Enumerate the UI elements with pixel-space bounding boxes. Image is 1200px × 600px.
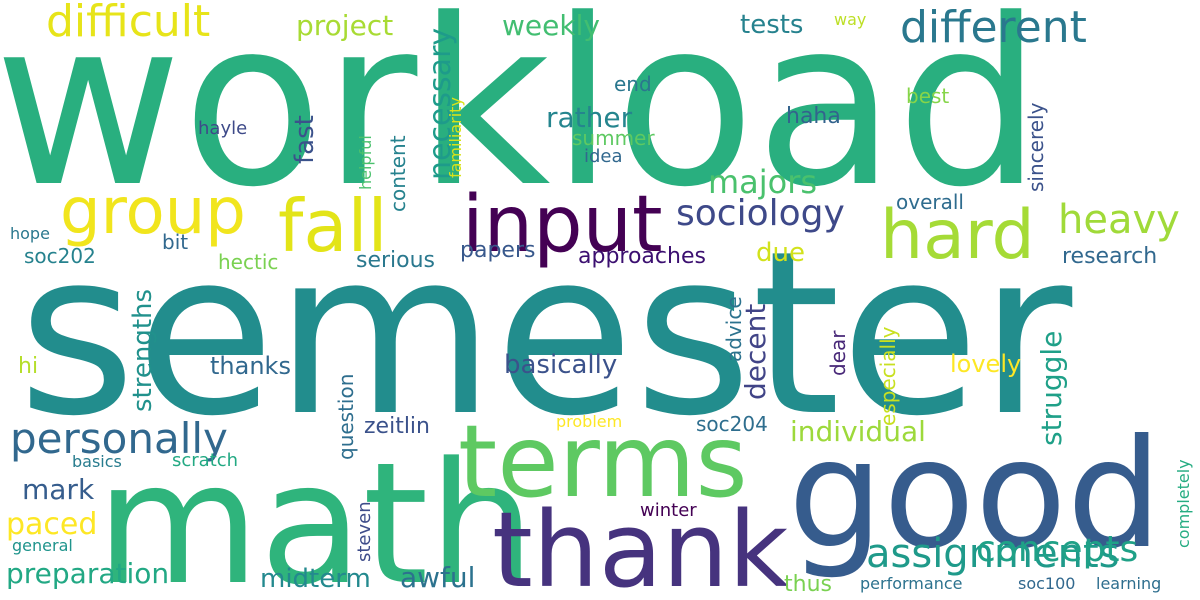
word: individual (790, 415, 926, 448)
word: scratch (172, 450, 239, 471)
word: especially (876, 326, 900, 426)
word: weekly (502, 9, 600, 42)
word: way (834, 10, 867, 29)
word: fast (290, 115, 320, 164)
word: haha (786, 104, 841, 129)
word: basically (504, 350, 618, 380)
word: hayle (198, 118, 248, 139)
word: end (614, 72, 652, 96)
word: group (60, 175, 246, 249)
word: heavy (1058, 197, 1180, 243)
word: mark (22, 473, 95, 506)
word: hope (10, 224, 50, 243)
word: zeitlin (364, 414, 430, 439)
word: awful (400, 561, 476, 594)
word: thus (784, 572, 832, 597)
word: soc204 (696, 412, 768, 436)
word: good (788, 408, 1162, 582)
word: input (462, 180, 663, 270)
word: terms (458, 403, 748, 520)
word: general (12, 536, 73, 555)
word: winter (640, 500, 697, 521)
word: familiarity (446, 97, 465, 178)
word: hi (18, 354, 39, 379)
word: paced (6, 507, 98, 542)
word: helpful (356, 135, 375, 190)
word: soc100 (1018, 574, 1076, 593)
word: concepts (976, 529, 1139, 570)
word: bit (162, 230, 189, 254)
word: content (386, 135, 410, 212)
word: serious (356, 248, 436, 273)
word: basics (72, 452, 122, 471)
word: struggle (1035, 330, 1068, 446)
word: learning (1096, 574, 1162, 593)
word: rather (546, 101, 633, 134)
word: sincerely (1024, 102, 1048, 192)
word: lovely (950, 350, 1022, 378)
word: math (96, 426, 535, 600)
word: different (900, 2, 1087, 53)
word: advice (722, 296, 746, 362)
word: strengths (128, 288, 158, 412)
word: question (334, 373, 358, 460)
word: papers (460, 238, 536, 263)
word: performance (860, 574, 963, 593)
word: completely (1174, 459, 1193, 548)
word: summer (572, 126, 655, 150)
word: preparation (6, 557, 170, 590)
word: soc202 (24, 244, 96, 268)
word: hard (880, 196, 1035, 275)
word: research (1062, 244, 1158, 269)
word: overall (896, 190, 964, 214)
word: thanks (210, 352, 291, 380)
word: semester (18, 203, 1073, 466)
word: tests (740, 10, 804, 40)
word: thank (492, 489, 789, 600)
word: decent (739, 303, 772, 400)
word: dear (826, 330, 850, 376)
word: problem (556, 412, 623, 431)
word: workload (0, 0, 1043, 238)
word: midterm (260, 564, 371, 594)
word: idea (584, 146, 623, 167)
word: majors (708, 163, 818, 201)
word: due (756, 238, 805, 268)
word: sociology (676, 193, 845, 234)
word: project (296, 9, 394, 42)
word: steven (354, 501, 375, 562)
word: hectic (218, 250, 279, 274)
word: personally (10, 414, 228, 463)
word: assignments (866, 531, 1120, 577)
word: fall (278, 184, 388, 268)
word: difficult (46, 0, 211, 47)
word: best (906, 84, 950, 108)
word: approaches (578, 244, 706, 269)
